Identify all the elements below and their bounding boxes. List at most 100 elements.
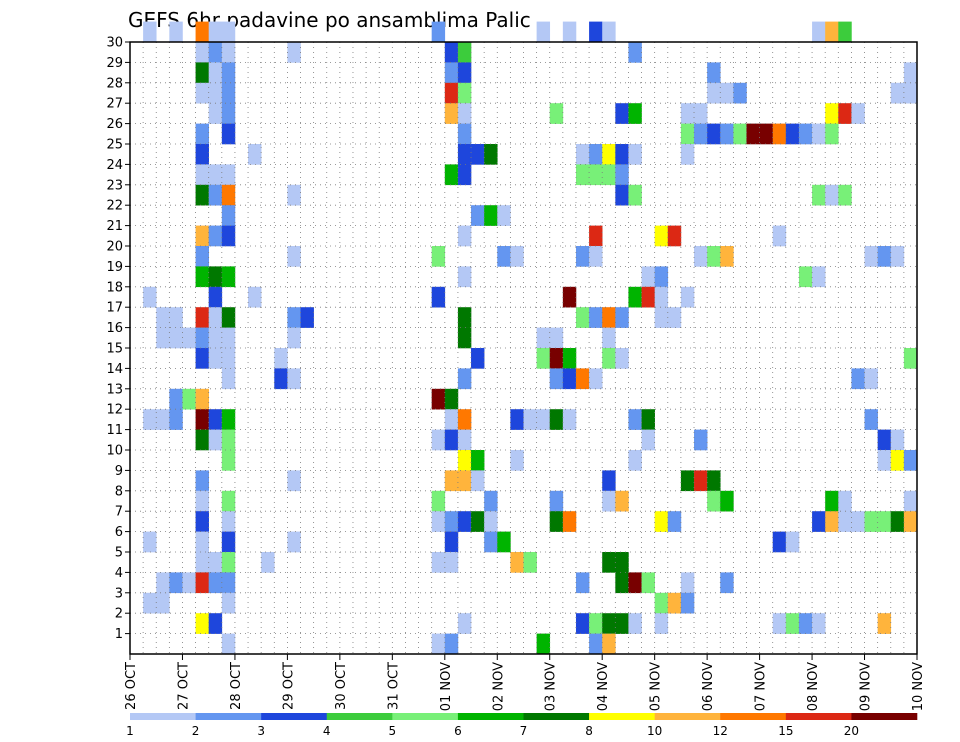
y-tick-label: 5 bbox=[115, 546, 123, 561]
y-tick-label: 15 bbox=[106, 342, 123, 357]
heatmap-cell bbox=[549, 348, 564, 369]
heatmap-cell bbox=[772, 613, 787, 634]
heatmap-cell bbox=[221, 368, 236, 390]
heatmap-cell bbox=[457, 327, 472, 349]
colorbar-swatch bbox=[326, 713, 393, 720]
heatmap-cell bbox=[221, 225, 236, 247]
heatmap-cell bbox=[156, 409, 170, 430]
heatmap-cell bbox=[169, 307, 183, 328]
heatmap-cell bbox=[287, 184, 301, 206]
heatmap-cell bbox=[221, 266, 236, 288]
heatmap-cell bbox=[707, 62, 721, 84]
heatmap-cell bbox=[628, 286, 642, 308]
heatmap-cell bbox=[602, 633, 616, 655]
heatmap-cell bbox=[575, 246, 590, 267]
heatmap-cell bbox=[431, 388, 446, 410]
heatmap-cell bbox=[484, 511, 498, 532]
x-tick-label: 01 NOV bbox=[439, 662, 454, 711]
heatmap-cell bbox=[208, 103, 223, 124]
y-tick-label: 13 bbox=[106, 382, 123, 397]
y-axis: 1234567891011121314151617181920212223242… bbox=[106, 36, 130, 642]
heatmap-cell bbox=[575, 307, 590, 328]
heatmap-cell bbox=[221, 511, 236, 532]
heatmap-cell bbox=[694, 123, 708, 145]
heatmap-cell bbox=[484, 490, 498, 512]
heatmap-cell bbox=[615, 103, 629, 124]
heatmap-cell bbox=[221, 21, 236, 43]
y-tick-label: 24 bbox=[106, 158, 123, 173]
heatmap-cell bbox=[851, 368, 865, 390]
heatmap-cell bbox=[654, 266, 669, 288]
heatmap-cell bbox=[156, 307, 170, 328]
heatmap-cell bbox=[195, 348, 209, 369]
heatmap-cell bbox=[838, 21, 852, 43]
heatmap-cell bbox=[143, 409, 157, 430]
heatmap-cell bbox=[562, 511, 577, 532]
heatmap-cell bbox=[812, 184, 826, 206]
heatmap-cell bbox=[221, 103, 236, 124]
y-tick-label: 6 bbox=[115, 525, 123, 540]
heatmap-cell bbox=[733, 82, 747, 104]
heatmap-cell bbox=[615, 613, 629, 634]
heatmap-cell bbox=[628, 409, 642, 430]
x-tick-label: 28 OCT bbox=[229, 662, 244, 710]
heatmap-cell bbox=[628, 450, 642, 471]
heatmap-cell bbox=[471, 511, 485, 532]
heatmap-cell bbox=[812, 266, 826, 288]
heatmap-cell bbox=[707, 82, 721, 104]
heatmap-cell bbox=[772, 123, 787, 145]
y-tick-label: 16 bbox=[106, 321, 123, 336]
heatmap-cell bbox=[903, 62, 918, 84]
heatmap-cell bbox=[457, 511, 472, 532]
colorbar-label: 20 bbox=[844, 724, 859, 738]
colorbar-swatch bbox=[195, 713, 262, 720]
heatmap-cell bbox=[221, 531, 236, 553]
heatmap-cell bbox=[562, 21, 577, 43]
heatmap-cell bbox=[431, 490, 446, 512]
y-tick-label: 26 bbox=[106, 117, 123, 132]
heatmap-cell bbox=[208, 307, 223, 328]
heatmap-cell bbox=[720, 246, 734, 267]
heatmap-cell bbox=[549, 368, 564, 390]
heatmap-cell bbox=[720, 572, 734, 594]
heatmap-cell bbox=[615, 164, 629, 186]
heatmap-cell bbox=[812, 21, 826, 43]
heatmap-cell bbox=[208, 429, 223, 451]
x-tick-label: 29 OCT bbox=[281, 662, 296, 710]
x-tick-label: 30 OCT bbox=[334, 662, 349, 710]
heatmap-cell bbox=[484, 205, 498, 226]
heatmap-cell bbox=[641, 572, 655, 594]
heatmap-cell bbox=[667, 307, 682, 328]
heatmap-cell bbox=[221, 592, 236, 614]
heatmap-cell bbox=[785, 613, 800, 634]
heatmap-cell bbox=[457, 103, 472, 124]
colorbar-swatch bbox=[654, 713, 721, 720]
heatmap-cell bbox=[825, 103, 839, 124]
heatmap-cell bbox=[589, 21, 603, 43]
heatmap-cell bbox=[667, 511, 682, 532]
heatmap-cell bbox=[536, 633, 551, 655]
heatmap-cell bbox=[195, 572, 209, 594]
heatmap-cell bbox=[221, 348, 236, 369]
y-tick-label: 22 bbox=[106, 199, 123, 214]
x-axis: 26 OCT 27 OCT 28 OCT 29 OCT 30 OCT 31 OCT 01 N… bbox=[124, 654, 926, 711]
heatmap-cell bbox=[431, 633, 446, 655]
heatmap-cell bbox=[825, 123, 839, 145]
heatmap-cell bbox=[654, 613, 669, 634]
x-tick-label: 03 NOV bbox=[544, 662, 559, 711]
heatmap-cell bbox=[615, 307, 629, 328]
heatmap-cell bbox=[457, 613, 472, 634]
heatmap-cell bbox=[615, 144, 629, 165]
heatmap-cell bbox=[208, 552, 223, 573]
heatmap-cell bbox=[221, 184, 236, 206]
heatmap-cell bbox=[195, 470, 209, 492]
y-tick-label: 11 bbox=[106, 423, 123, 438]
heatmap-cell bbox=[287, 42, 301, 63]
y-tick-label: 10 bbox=[106, 444, 123, 459]
heatmap-cell bbox=[208, 42, 223, 63]
heatmap-cell bbox=[444, 103, 459, 124]
heatmap-cell bbox=[195, 388, 209, 410]
heatmap-cell bbox=[444, 388, 459, 410]
heatmap-cell bbox=[615, 348, 629, 369]
colorbar-label: 10 bbox=[647, 724, 662, 738]
